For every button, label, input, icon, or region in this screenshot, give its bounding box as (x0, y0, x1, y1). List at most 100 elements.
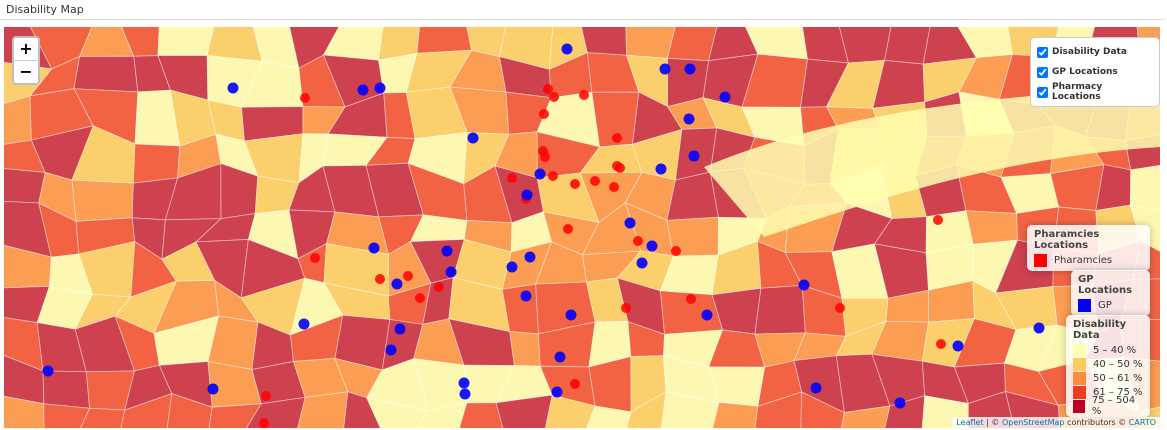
area (754, 391, 803, 428)
disability-legend: Disability Data 5 – 40 % 40 – 50 % 50 – 61… (1066, 315, 1150, 417)
zoom-control: + − (12, 36, 40, 85)
attribution-part: | © (983, 418, 1002, 427)
area (132, 143, 181, 184)
area (415, 402, 468, 428)
pharmacy-marker (548, 171, 558, 181)
checkbox[interactable] (1037, 66, 1048, 78)
pharmacy-marker (615, 163, 625, 173)
legend-label: Pharamcies (1054, 254, 1113, 266)
pharmacy-marker (403, 271, 413, 281)
area (4, 95, 32, 145)
gp-marker (521, 189, 533, 201)
zoom-out[interactable]: − (14, 60, 38, 83)
layer-label: Disability Data (1052, 47, 1127, 57)
gp-marker (561, 43, 573, 55)
park (704, 87, 1160, 237)
gp-marker (458, 377, 470, 389)
pharmacy-marker (261, 391, 271, 401)
area (800, 391, 845, 428)
gp-marker (441, 245, 453, 257)
area (509, 331, 541, 367)
area (166, 393, 213, 428)
area (884, 395, 926, 428)
pharmacy-marker (540, 152, 550, 162)
legend-title: GP Locations (1078, 274, 1133, 296)
attribution-part[interactable]: CARTO (1128, 418, 1156, 427)
swatch (1073, 357, 1086, 371)
gp-marker (688, 150, 700, 162)
gp-marker (701, 309, 713, 321)
pharmacy-marker (375, 274, 385, 284)
area (80, 407, 126, 428)
gp-marker (385, 344, 397, 356)
gp-marker (565, 309, 577, 321)
legend-row: 5 – 40 % (1073, 343, 1143, 357)
attribution-part[interactable]: Leaflet (956, 418, 984, 427)
pharmacy-legend: Pharamcies Locations Pharamcies (1027, 225, 1150, 271)
legend-title: Pharamcies Locations (1034, 229, 1100, 251)
area (965, 210, 1018, 245)
layer-toggle[interactable]: GP Locations (1037, 62, 1153, 82)
gp-marker (624, 217, 636, 229)
pharmacy-marker (633, 236, 643, 246)
legend-label: 75 – 504 % (1091, 395, 1136, 417)
layer-label: Pharmacy Locations (1052, 82, 1103, 102)
layer-label: GP Locations (1052, 67, 1118, 77)
area (208, 403, 262, 428)
legend-label: GP (1098, 299, 1112, 311)
area (43, 403, 91, 428)
area (581, 27, 627, 56)
layer-control: Disability Data GP Locations Pharmacy Lo… (1030, 37, 1160, 107)
attribution-part[interactable]: OpenStreetMap (1001, 418, 1065, 427)
area (4, 168, 46, 204)
legend-row: 40 – 50 % (1073, 357, 1143, 371)
area (712, 401, 759, 428)
gp-marker (810, 382, 822, 394)
area (42, 370, 91, 409)
pharmacy-marker (609, 182, 619, 192)
pharmacy-marker (259, 418, 269, 428)
gp-marker (374, 82, 386, 94)
swatch (1073, 399, 1085, 413)
checkbox[interactable] (1037, 46, 1048, 58)
attribution-part: contributors © (1064, 418, 1129, 427)
gp-marker (520, 290, 532, 302)
gp-marker (524, 251, 536, 263)
gp-marker (227, 82, 239, 94)
swatch (1073, 385, 1086, 399)
gp-marker (391, 278, 403, 290)
gp-marker (298, 318, 310, 330)
gp-marker (636, 257, 648, 269)
layer-toggle[interactable]: Pharmacy Locations (1037, 82, 1153, 102)
legend-label: 40 – 50 % (1093, 358, 1143, 370)
pharmacy-marker (570, 379, 580, 389)
layer-toggle[interactable]: Disability Data (1037, 42, 1153, 62)
area (586, 405, 632, 428)
swatch (1073, 371, 1086, 385)
pharmacy-marker (671, 246, 681, 256)
legend-label: 5 – 40 % (1093, 344, 1137, 356)
gp-legend: GP Locations GP (1071, 270, 1150, 316)
gp-marker (894, 397, 906, 409)
gp-marker (445, 266, 457, 278)
gp-marker (554, 351, 566, 363)
pharmacy-marker (563, 224, 573, 234)
area (343, 391, 381, 428)
area (1129, 165, 1160, 212)
area (459, 402, 504, 428)
checkbox[interactable] (1037, 86, 1048, 98)
gp-marker (655, 163, 667, 175)
gp-marker (506, 261, 518, 273)
gp-marker (683, 113, 695, 125)
area (73, 55, 139, 93)
gp-marker (1033, 322, 1045, 334)
zoom-in[interactable]: + (19, 39, 33, 58)
gp-marker (394, 323, 406, 335)
gp-marker (798, 279, 810, 291)
gp-marker (534, 168, 546, 180)
pharmacy-marker (621, 303, 631, 313)
area (4, 395, 45, 428)
gp-marker (952, 340, 964, 352)
pharmacy-marker (936, 339, 946, 349)
map[interactable]: + − Disability Data GP Locations Pharmac… (4, 27, 1160, 428)
